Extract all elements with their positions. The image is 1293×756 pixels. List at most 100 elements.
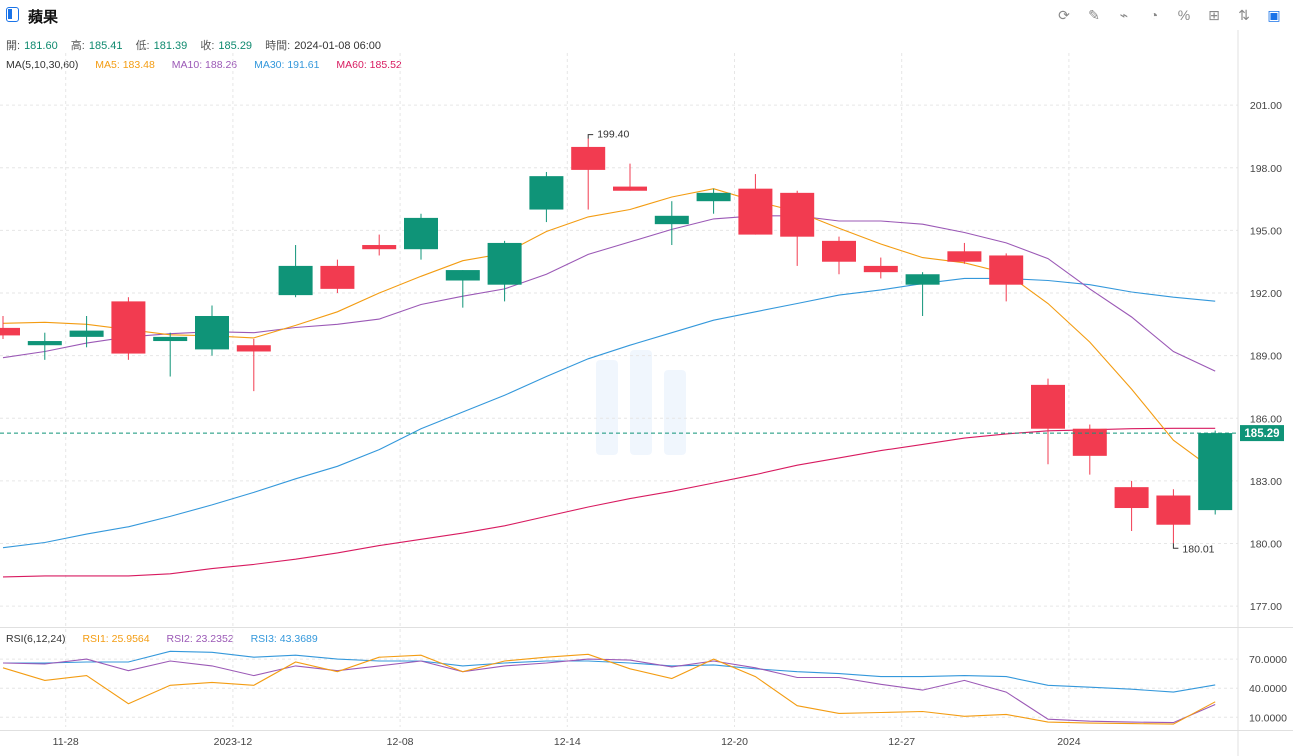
x-tick-label: 12-08 — [387, 736, 414, 748]
y-tick-label: 189.00 — [1250, 351, 1282, 363]
y-tick-label: 177.00 — [1250, 601, 1282, 613]
min-annotation-pointer — [1172, 543, 1179, 549]
candle-body — [654, 215, 689, 225]
candle — [320, 259, 355, 294]
candle — [696, 188, 731, 214]
candle — [738, 174, 773, 235]
x-tick-label: 2024 — [1057, 736, 1081, 748]
max-annotation-pointer — [587, 134, 594, 139]
candle — [1031, 378, 1065, 465]
candle-body — [989, 255, 1024, 285]
rsi-y-tick-label: 70.0000 — [1249, 654, 1287, 666]
candle-body — [780, 192, 815, 237]
candle — [947, 242, 982, 264]
candle-body — [320, 265, 355, 289]
stock-title: 蘋果 — [28, 9, 59, 26]
rsi3-line — [3, 650, 1216, 693]
high-value: 185.41 — [88, 40, 123, 52]
draw-tool-icon[interactable]: ✎ — [1088, 6, 1100, 23]
candle-body — [822, 240, 856, 262]
candle — [111, 297, 146, 360]
candle-body — [1198, 433, 1233, 511]
chart-toolbar: ⟳ ✎ ⌁ ◔% ⊞ ⇅ ▣ — [1053, 4, 1285, 26]
close-value: 185.29 — [218, 40, 253, 52]
candle — [487, 240, 522, 302]
candle — [362, 234, 397, 256]
candle-body — [863, 265, 898, 273]
candle — [1114, 480, 1149, 531]
x-tick-label: 12-20 — [721, 736, 748, 748]
candle — [989, 253, 1024, 302]
ma60-legend: MA60: 185.52 — [336, 59, 402, 71]
candle-body — [487, 242, 522, 285]
candle-body — [69, 330, 104, 337]
rsi3-legend: RSI3: 43.3689 — [250, 633, 318, 645]
candle — [0, 315, 20, 339]
panel-toggle-icon[interactable] — [6, 7, 19, 22]
candle-body — [27, 341, 62, 346]
max-annotation-label: 199.40 — [597, 129, 629, 141]
percent-icon[interactable]: % — [1177, 7, 1191, 23]
candle-body — [278, 265, 313, 296]
rsi2-legend: RSI2: 23.2352 — [166, 633, 234, 645]
watermark-bar — [664, 370, 686, 455]
y-tick-label: 180.00 — [1250, 539, 1282, 551]
last-price-tag — [1240, 425, 1284, 442]
rsi-legend: RSI(6,12,24) RSI1: 25.9564 RSI2: 23.2352… — [6, 633, 332, 645]
candle-body — [529, 176, 564, 210]
candle — [195, 305, 229, 356]
candle — [571, 138, 606, 210]
candle-body — [905, 274, 940, 285]
low-value: 181.39 — [153, 40, 188, 52]
candle-body — [362, 245, 397, 250]
candle-body — [947, 251, 982, 262]
candle-body — [445, 270, 480, 281]
refresh-icon[interactable]: ⟳ — [1058, 6, 1070, 23]
candle-body — [404, 217, 438, 250]
pie-chart-icon[interactable]: ◔ — [1149, 7, 1159, 23]
candle — [27, 332, 62, 360]
y-tick-label: 198.00 — [1250, 163, 1282, 175]
rsi2-line — [2, 658, 1216, 724]
candle — [822, 236, 856, 275]
rsi-y-tick-label: 10.0000 — [1249, 712, 1287, 724]
sort-icon[interactable]: ⇅ — [1238, 6, 1250, 23]
rsi1-legend: RSI1: 25.9564 — [82, 633, 150, 645]
candle — [654, 201, 689, 246]
y-tick-label: 183.00 — [1250, 476, 1282, 488]
candle — [905, 272, 940, 316]
candle — [153, 332, 188, 377]
open-value: 181.60 — [24, 40, 58, 52]
candle — [863, 257, 898, 279]
candle-body — [195, 315, 229, 350]
close-label: 收: — [200, 40, 215, 52]
ma-legend-title[interactable]: MA(5,10,30,60) — [6, 59, 79, 71]
candle-body — [738, 188, 773, 235]
rsi-legend-title[interactable]: RSI(6,12,24) — [6, 633, 66, 645]
y-tick-label: 186.00 — [1250, 413, 1282, 425]
x-tick-label: 12-27 — [888, 736, 915, 748]
candle — [278, 245, 313, 298]
ma30-legend: MA30: 191.61 — [254, 59, 320, 71]
candle — [529, 171, 564, 223]
x-tick-label: 12-14 — [554, 736, 581, 748]
candle-body — [111, 301, 146, 354]
candle-body — [696, 192, 731, 202]
ohlc-readout: 開: 181.60 高: 185.41 低: 181.39 收: 185.29 時間: 2… — [6, 37, 381, 53]
candle-body — [0, 327, 20, 336]
rsi-y-tick-label: 40.0000 — [1249, 683, 1287, 695]
y-tick-label: 201.00 — [1250, 100, 1282, 112]
grid-layout-icon[interactable]: ⊞ — [1208, 6, 1220, 23]
min-annotation-label: 180.01 — [1182, 543, 1214, 555]
low-label: 低: — [135, 40, 150, 52]
panel-icon[interactable]: ▣ — [1267, 6, 1281, 23]
candle-body — [571, 146, 606, 170]
last-price-label: 185.29 — [1244, 428, 1279, 440]
candle — [445, 270, 480, 308]
indicator-icon[interactable]: ⌁ — [1119, 6, 1129, 23]
candle — [69, 315, 104, 348]
time-value: 2024-01-08 06:00 — [294, 40, 382, 52]
candle-body — [236, 345, 271, 352]
open-label: 開: — [6, 40, 21, 52]
